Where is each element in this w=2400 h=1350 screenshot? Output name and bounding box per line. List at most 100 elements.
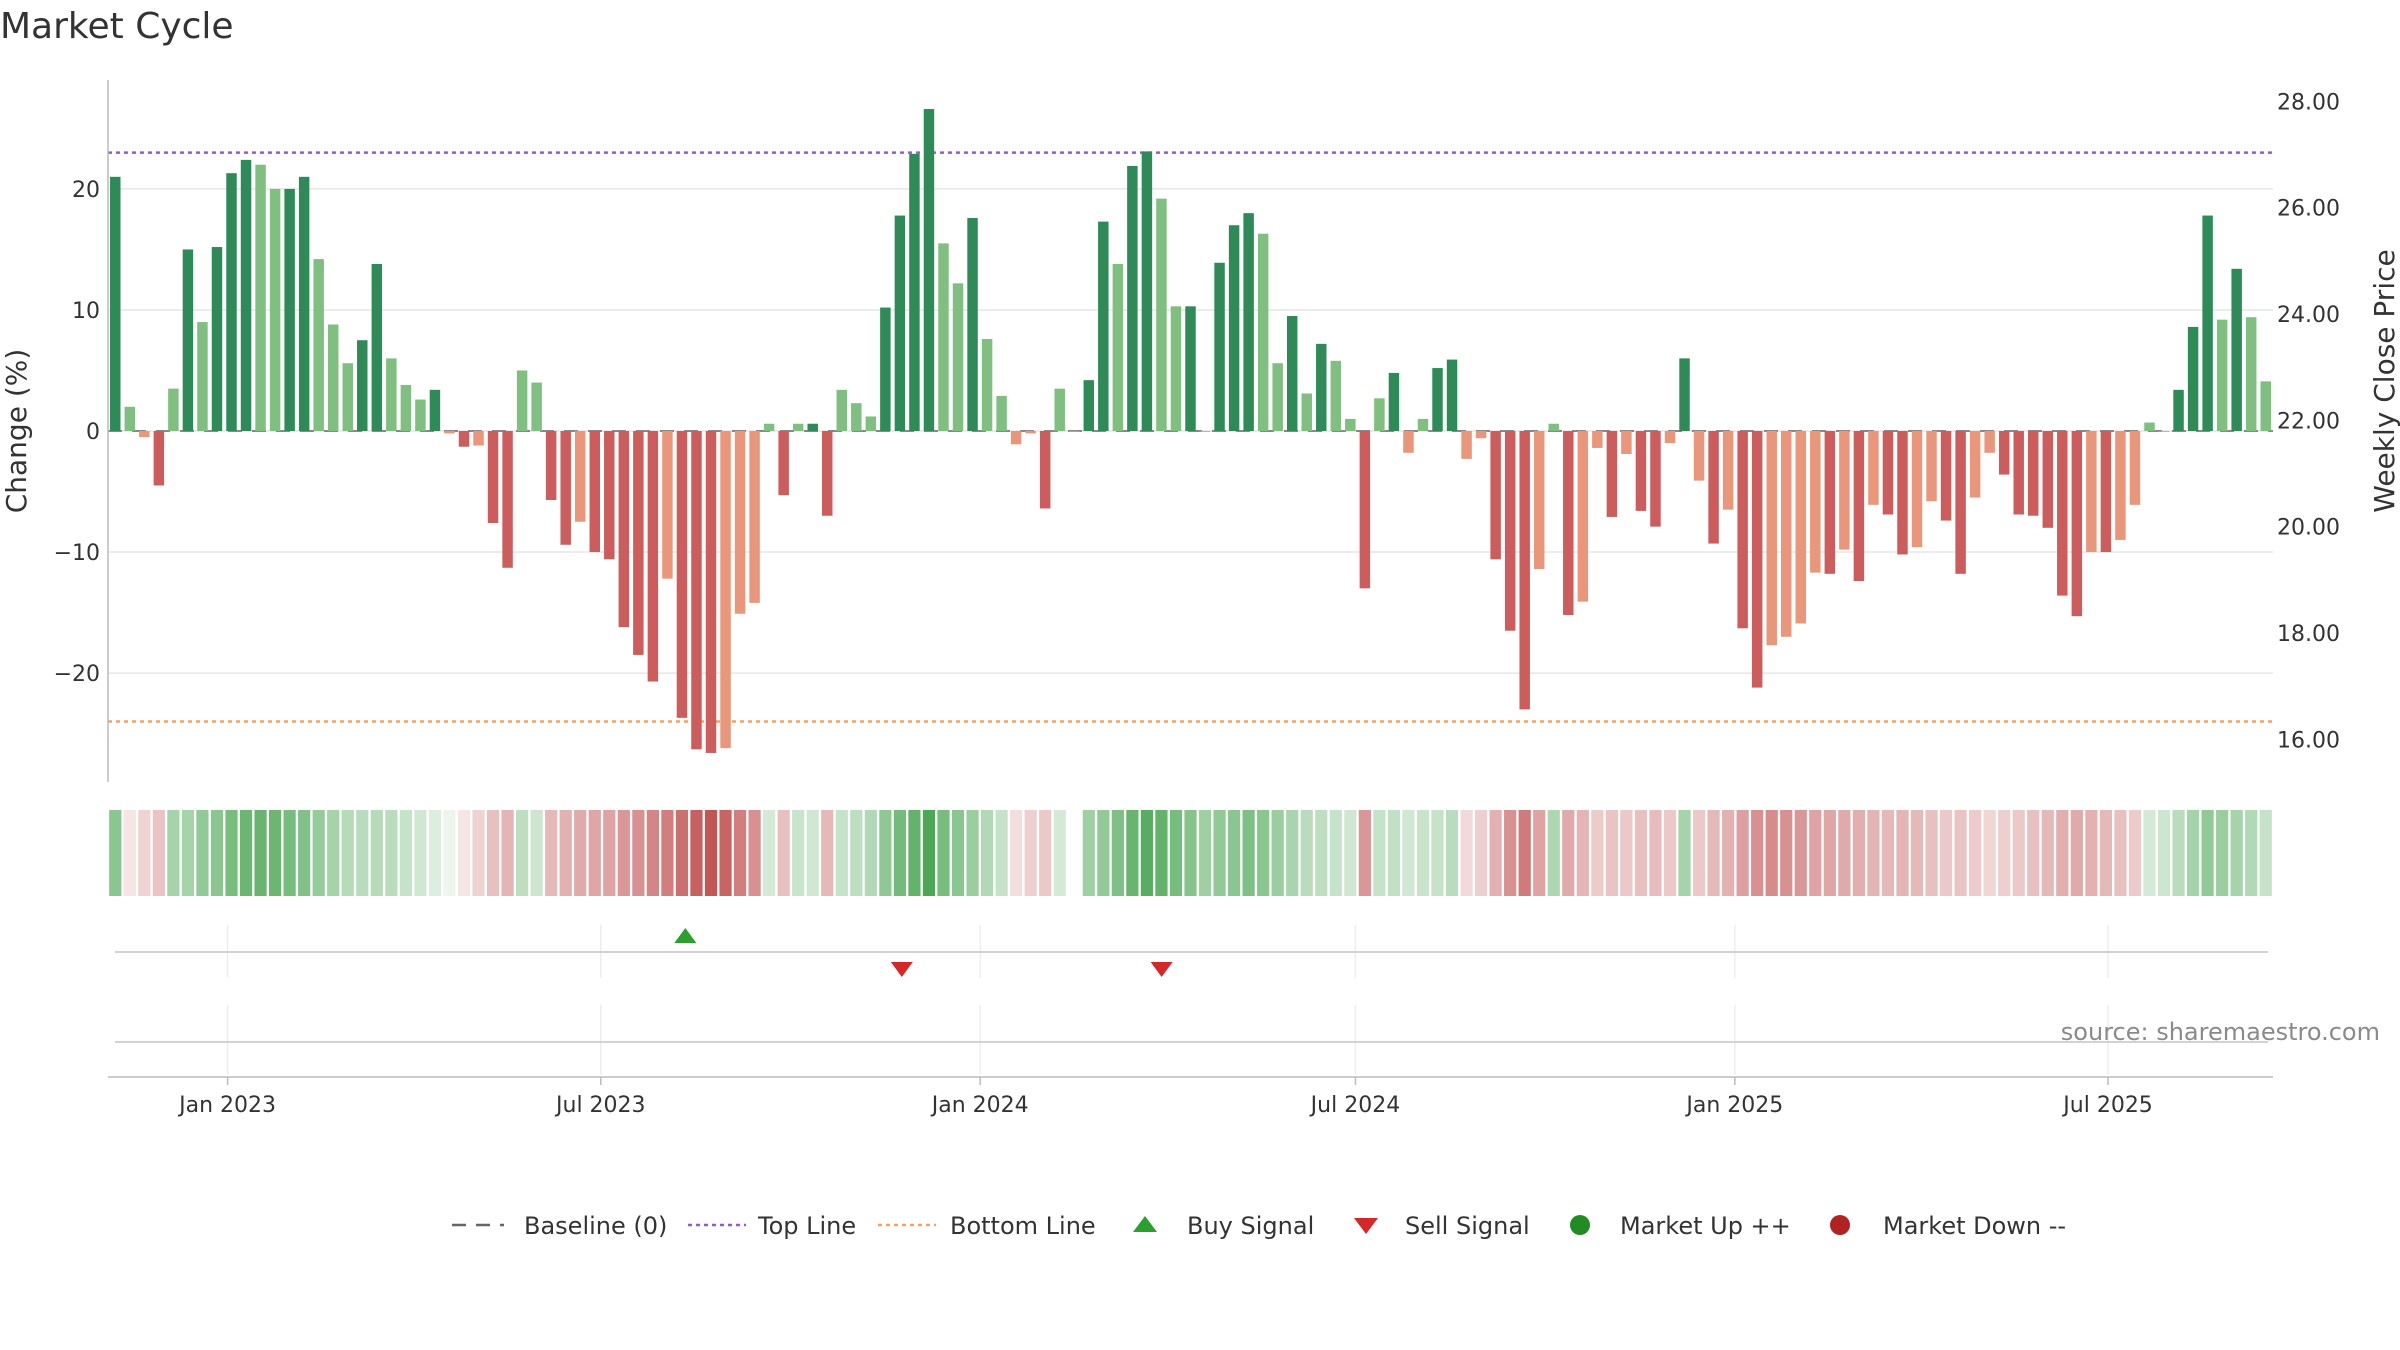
momentum-cell xyxy=(1010,810,1023,896)
momentum-cell xyxy=(1431,810,1444,896)
change-bar xyxy=(2086,431,2097,553)
momentum-cell xyxy=(2070,810,2083,896)
momentum-cell xyxy=(690,810,703,896)
legend-buy-triangle-icon xyxy=(1133,1216,1157,1232)
momentum-cell xyxy=(574,810,587,896)
change-bar xyxy=(2129,431,2141,505)
momentum-cell xyxy=(2012,810,2025,896)
change-bar xyxy=(429,389,441,431)
momentum-cell xyxy=(399,810,412,896)
change-bar xyxy=(633,431,644,655)
legend-item: Top Line xyxy=(688,1212,856,1240)
legend-label: Sell Signal xyxy=(1405,1212,1530,1240)
momentum-cell xyxy=(283,810,296,896)
x-tick-label: Jan 2023 xyxy=(177,1093,276,1118)
signal-panel xyxy=(115,925,2268,1075)
momentum-cell xyxy=(1939,810,1953,896)
change-bar xyxy=(1286,316,1298,431)
momentum-cell xyxy=(298,810,311,896)
momentum-cell xyxy=(588,810,601,896)
momentum-cell xyxy=(1576,810,1589,896)
change-bar xyxy=(734,431,746,614)
change-bar xyxy=(2231,268,2242,431)
change-bar xyxy=(1490,431,1501,560)
change-bar xyxy=(1882,431,1894,515)
change-bar xyxy=(1708,431,1719,544)
momentum-cell xyxy=(1838,810,1851,896)
momentum-cell xyxy=(1605,810,1618,896)
change-bar xyxy=(1083,380,1095,431)
change-bar xyxy=(2042,431,2054,528)
change-bar xyxy=(909,153,920,431)
momentum-cell xyxy=(1504,810,1517,896)
momentum-cell xyxy=(1140,810,1154,896)
axes: 20 10 0 −10 −20 28.00 26.00 24.00 22.00 20.00 18.0… xyxy=(0,80,2400,1118)
momentum-strip xyxy=(109,810,2272,896)
change-bar xyxy=(2173,389,2184,431)
change-bar xyxy=(1403,431,1414,453)
change-bar xyxy=(545,431,557,500)
change-bar xyxy=(2202,215,2213,431)
momentum-cell xyxy=(864,810,877,896)
change-bar xyxy=(1432,368,1443,431)
change-bar xyxy=(1301,393,1312,431)
change-bar xyxy=(2028,431,2039,516)
legend-item: Bottom Line xyxy=(878,1212,1096,1240)
momentum-cell xyxy=(2172,810,2185,896)
change-bar xyxy=(589,431,600,553)
change-bar xyxy=(1156,198,1167,431)
momentum-cell xyxy=(1620,810,1633,896)
momentum-cell xyxy=(1286,810,1299,896)
x-tick-label: Jul 2023 xyxy=(554,1093,646,1118)
change-bar xyxy=(444,431,455,434)
momentum-cell xyxy=(1547,810,1560,896)
momentum-cell xyxy=(1300,810,1313,896)
momentum-cell xyxy=(181,810,195,896)
momentum-cell xyxy=(806,810,819,896)
change-bar xyxy=(1592,431,1603,448)
momentum-cell xyxy=(428,810,442,896)
momentum-cell xyxy=(1489,810,1502,896)
momentum-cell xyxy=(472,810,485,896)
change-bar xyxy=(865,416,877,431)
change-bar xyxy=(1650,431,1661,527)
buy-signal-marker xyxy=(674,928,697,943)
momentum-cell xyxy=(1257,810,1270,896)
change-bar xyxy=(313,259,324,431)
momentum-cell xyxy=(1344,810,1357,896)
momentum-cell xyxy=(1533,810,1546,896)
momentum-cell xyxy=(1184,810,1197,896)
change-bar xyxy=(1664,431,1676,444)
y2-tick-label: 28.00 xyxy=(2277,90,2340,115)
momentum-cell xyxy=(1998,810,2011,896)
change-bar xyxy=(1461,431,1472,459)
momentum-cell xyxy=(733,810,747,896)
change-bar xyxy=(1243,213,1254,431)
change-bar xyxy=(1548,423,1559,431)
momentum-cell xyxy=(2027,810,2040,896)
change-bar xyxy=(1475,431,1487,439)
change-bar xyxy=(1635,431,1647,511)
momentum-cell xyxy=(1213,810,1226,896)
change-bar xyxy=(400,385,412,431)
y-tick-label: 20 xyxy=(72,178,100,203)
legend-label: Baseline (0) xyxy=(524,1212,667,1240)
momentum-cell xyxy=(719,810,732,896)
momentum-cell xyxy=(123,810,136,896)
momentum-cell xyxy=(995,810,1008,896)
change-bar xyxy=(357,340,368,431)
momentum-cell xyxy=(1039,810,1052,896)
momentum-cell xyxy=(1634,810,1648,896)
change-bar xyxy=(487,431,499,523)
change-bar xyxy=(749,431,760,603)
change-bar xyxy=(1751,431,1763,688)
momentum-cell xyxy=(1358,810,1371,896)
momentum-cell xyxy=(138,810,151,896)
change-bar xyxy=(2115,431,2126,540)
change-bar xyxy=(2260,381,2271,431)
change-bar xyxy=(284,188,295,431)
legend-item: Sell Signal xyxy=(1354,1212,1530,1240)
momentum-cell xyxy=(1416,810,1430,896)
momentum-cell xyxy=(1082,810,1095,896)
x-tick-label: Jul 2025 xyxy=(2061,1093,2153,1118)
